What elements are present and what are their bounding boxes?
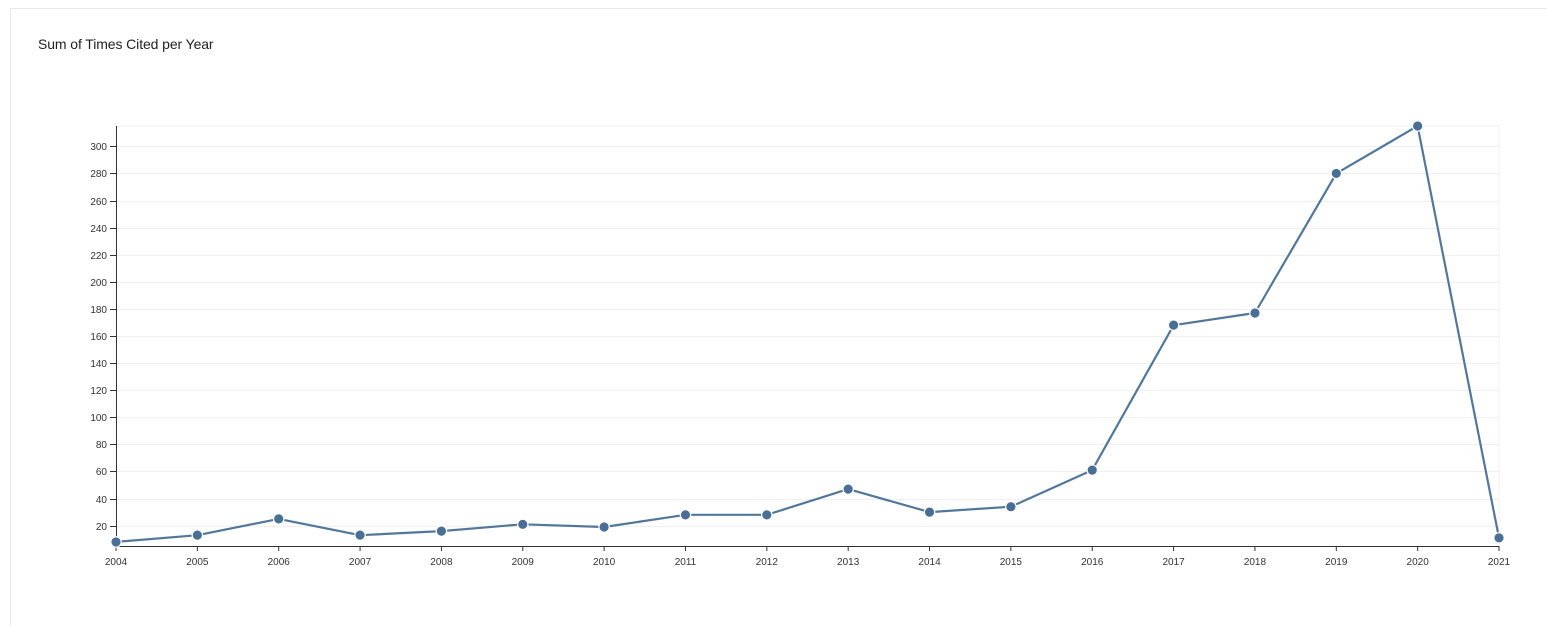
data-point	[842, 483, 854, 495]
y-tick-label: 140	[90, 359, 107, 370]
y-tick-label: 80	[96, 440, 108, 451]
data-point	[679, 509, 692, 521]
data-point	[1249, 307, 1261, 319]
chart-panel: Sum of Times Cited per Year	[10, 8, 1547, 626]
x-tick-label: 2012	[756, 557, 779, 568]
data-point	[272, 513, 285, 525]
y-tick-label: 20	[96, 522, 108, 533]
x-tick-label: 2016	[1081, 557, 1104, 568]
y-tick-label: 160	[90, 332, 107, 343]
data-point	[110, 536, 122, 548]
axes: 20 40 60 80 100 120 140 160 180 200 220 240 260 280 30…	[90, 126, 1511, 568]
x-tick-label: 2009	[512, 557, 535, 568]
x-tick-label: 2020	[1407, 557, 1430, 568]
x-tick-label: 2011	[675, 557, 697, 568]
y-tick-label: 200	[90, 278, 107, 289]
series-line	[115, 124, 1501, 543]
data-point	[435, 525, 448, 537]
x-tick-label: 2006	[268, 557, 291, 568]
x-tick-label: 2007	[349, 557, 372, 568]
data-point	[1086, 464, 1099, 476]
y-tick-label: 120	[90, 386, 107, 397]
data-point	[761, 509, 773, 521]
data-point	[1330, 167, 1343, 180]
data-point	[1167, 319, 1180, 331]
data-series	[110, 120, 1505, 548]
y-tick-label: 60	[96, 467, 108, 478]
x-tick-label: 2014	[918, 557, 941, 568]
x-tick-label: 2018	[1244, 557, 1267, 568]
data-point	[598, 521, 610, 533]
x-tick-label: 2013	[837, 557, 860, 568]
x-tick-label: 2019	[1325, 557, 1348, 568]
y-tick-label: 100	[90, 413, 107, 424]
data-point	[191, 529, 204, 541]
data-point	[1411, 120, 1424, 132]
chart-title: Sum of Times Cited per Year	[38, 36, 214, 52]
data-point	[1493, 532, 1505, 544]
y-tick-label: 280	[90, 169, 107, 180]
y-tick-label: 220	[90, 251, 107, 262]
data-point	[1005, 500, 1017, 513]
x-tick-label: 2017	[1162, 557, 1185, 568]
x-tick-label: 2008	[430, 557, 453, 568]
y-tick-label: 260	[90, 197, 107, 208]
data-point	[923, 506, 936, 518]
x-tick-label: 2015	[1000, 557, 1023, 568]
x-tick-label: 2021	[1488, 557, 1511, 568]
y-tick-label: 300	[90, 142, 107, 153]
data-point	[354, 529, 366, 541]
x-tick-label: 2005	[186, 557, 209, 568]
data-point	[516, 518, 529, 531]
y-tick-label: 180	[90, 305, 107, 316]
y-tick-label: 240	[90, 224, 107, 235]
y-tick-label: 40	[96, 495, 108, 506]
grid-lines	[116, 125, 1500, 546]
x-tick-label: 2004	[105, 557, 128, 568]
x-tick-label: 2010	[593, 557, 616, 568]
